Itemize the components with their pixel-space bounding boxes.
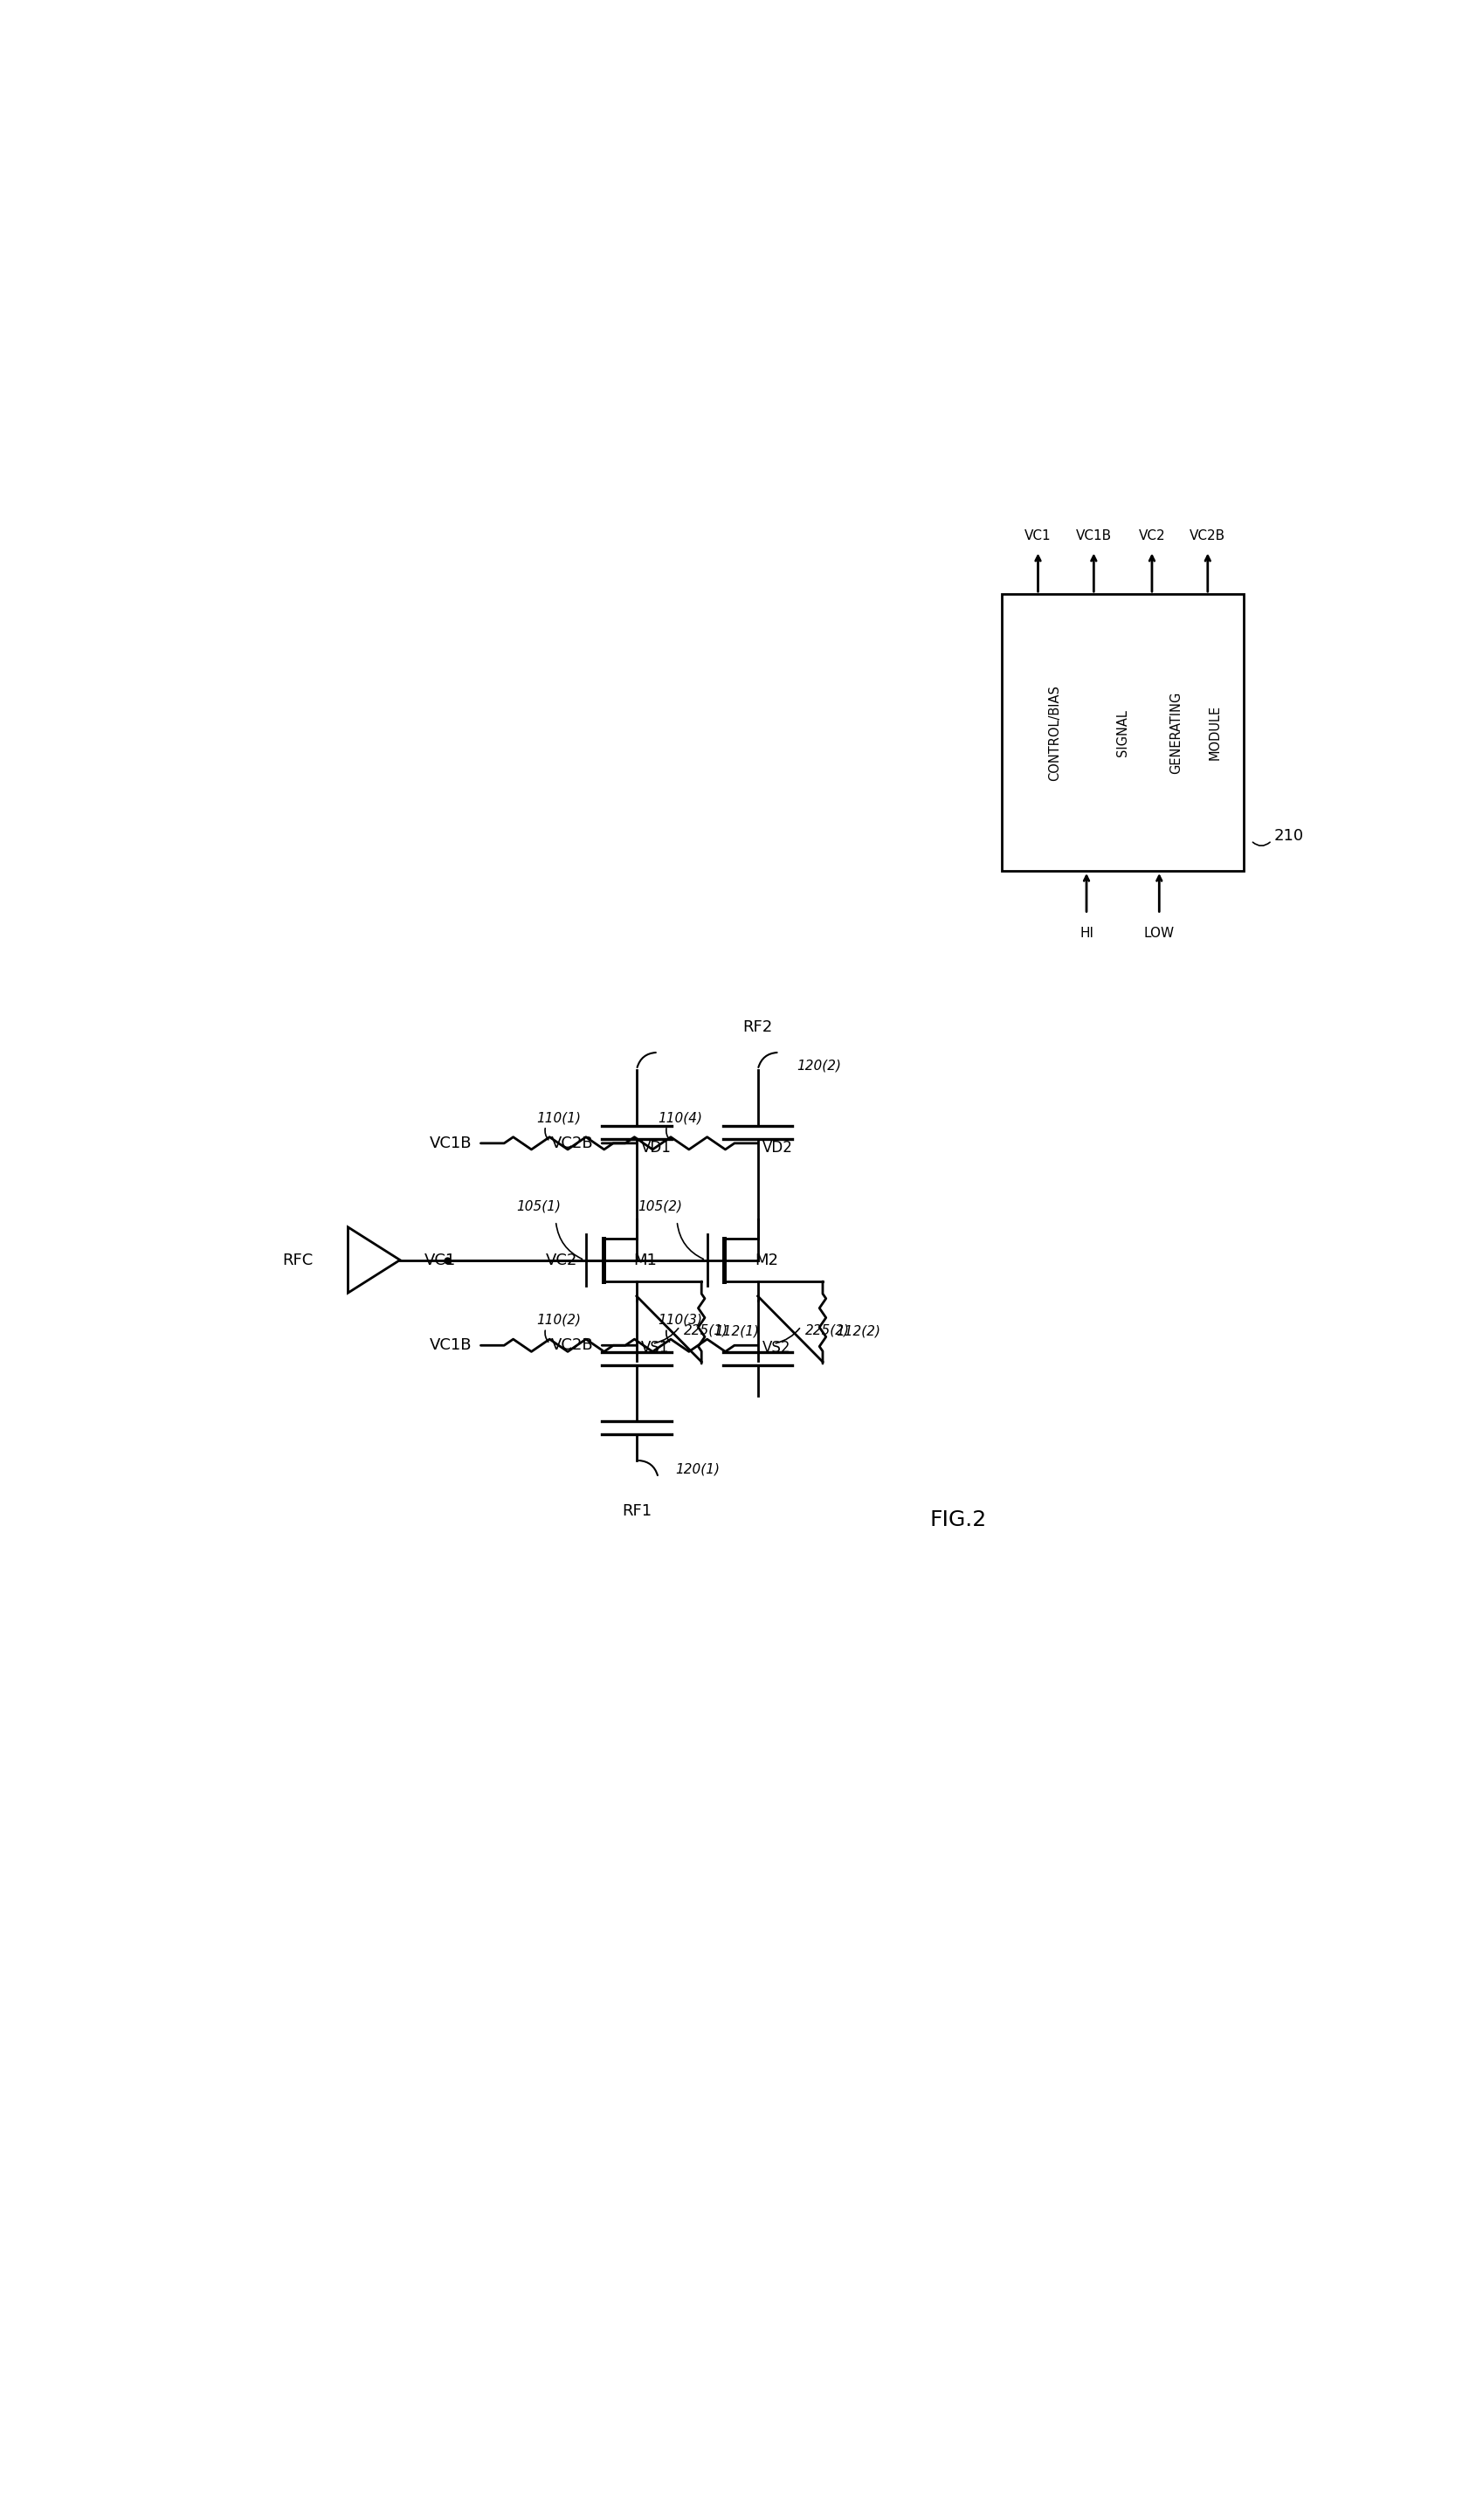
Text: VS1: VS1 [641, 1341, 669, 1356]
Text: RFC: RFC [282, 1252, 313, 1268]
Text: VC2B: VC2B [550, 1137, 593, 1152]
Text: 110(4): 110(4) [657, 1111, 701, 1124]
Text: FIG.2: FIG.2 [930, 1509, 986, 1530]
Text: 112(2): 112(2) [835, 1326, 879, 1338]
Text: VS2: VS2 [762, 1341, 790, 1356]
Text: 112(1): 112(1) [715, 1326, 759, 1338]
Text: 120(2): 120(2) [796, 1058, 841, 1071]
Text: GENERATING: GENERATING [1169, 690, 1182, 774]
Text: 120(1): 120(1) [675, 1462, 719, 1477]
Text: RF2: RF2 [743, 1021, 773, 1036]
Text: 110(3): 110(3) [657, 1313, 701, 1326]
Text: 105(2): 105(2) [638, 1200, 682, 1212]
Text: VC2B: VC2B [550, 1338, 593, 1353]
Text: LOW: LOW [1143, 927, 1175, 940]
Text: 110(1): 110(1) [535, 1111, 580, 1124]
Text: 210: 210 [1274, 829, 1304, 844]
Text: HI: HI [1078, 927, 1093, 940]
Text: M2: M2 [755, 1252, 779, 1268]
Text: VC1: VC1 [424, 1252, 455, 1268]
Text: VD2: VD2 [762, 1139, 792, 1157]
Text: VD1: VD1 [641, 1139, 670, 1157]
Text: CONTROL/BIAS: CONTROL/BIAS [1048, 685, 1060, 781]
Text: RF1: RF1 [621, 1504, 651, 1520]
Text: VC1B: VC1B [1075, 529, 1111, 542]
Text: VC2B: VC2B [1189, 529, 1225, 542]
Text: MODULE: MODULE [1207, 706, 1221, 761]
Text: M1: M1 [633, 1252, 657, 1268]
Text: 105(1): 105(1) [516, 1200, 561, 1212]
Text: VC2: VC2 [1137, 529, 1164, 542]
Text: 110(2): 110(2) [535, 1313, 580, 1326]
Text: VC2: VC2 [546, 1252, 577, 1268]
Text: VC1B: VC1B [430, 1338, 472, 1353]
Text: VC1: VC1 [1025, 529, 1051, 542]
FancyBboxPatch shape [1001, 595, 1243, 872]
Text: VC1B: VC1B [430, 1137, 472, 1152]
Text: 225(1): 225(1) [684, 1323, 728, 1338]
Text: 225(2): 225(2) [805, 1323, 850, 1338]
Text: SIGNAL: SIGNAL [1115, 708, 1129, 756]
